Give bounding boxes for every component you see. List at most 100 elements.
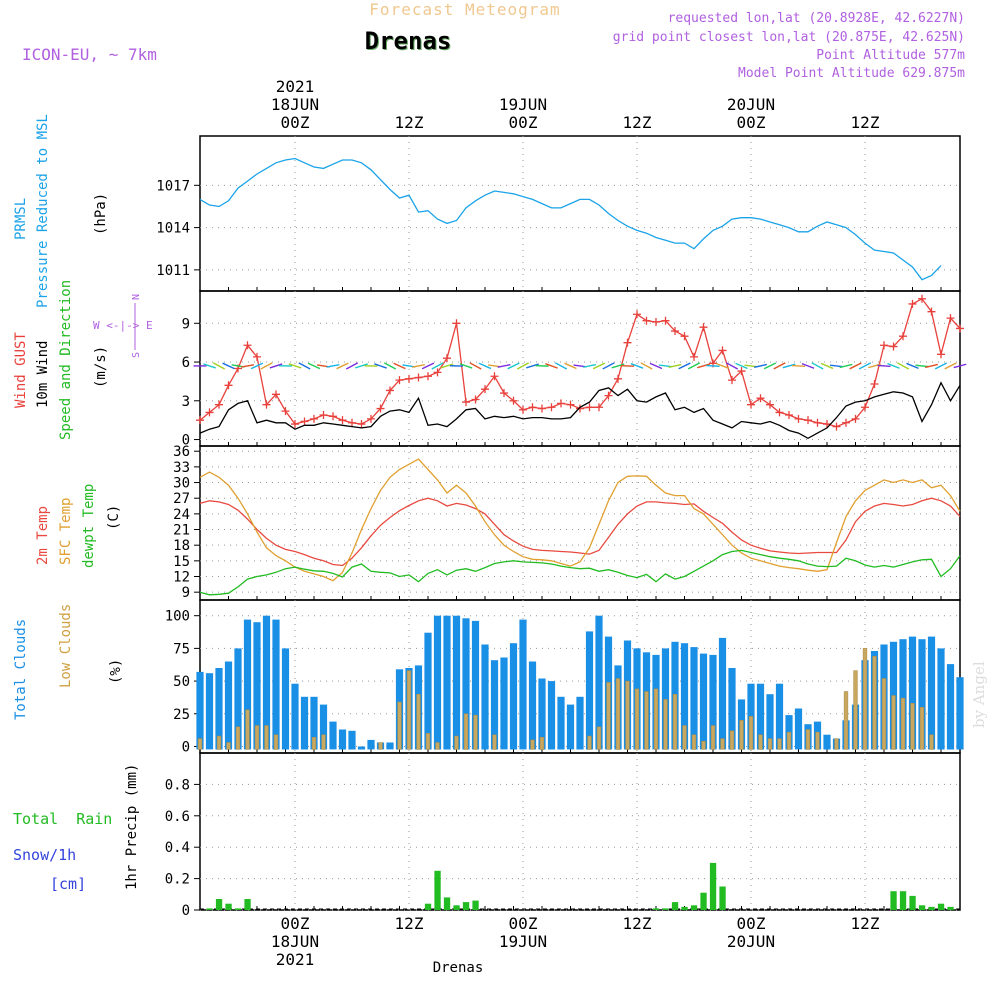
temperature-ytick-label: 15 [173, 554, 190, 570]
pressure-frame [199, 135, 961, 292]
wind-unit: (m/s) [93, 346, 109, 388]
wind-direction-arrow [849, 362, 862, 370]
total-clouds-bar [557, 696, 565, 750]
grid-point-label: grid point closest lon,lat (20.875E, 42.… [613, 30, 965, 45]
bottom-time-label: 20JUN [727, 932, 775, 951]
total-clouds-bar [462, 618, 470, 750]
low-clouds-bar [891, 695, 896, 750]
gust-marker [794, 414, 803, 423]
precipitation-ytick-label: 0.6 [165, 809, 190, 825]
temp-2m-label: 2m Temp [35, 506, 51, 565]
pressure-label-long: Pressure Reduced to MSL [35, 114, 51, 308]
total-clouds-bar [547, 681, 556, 750]
low-clouds-bar [587, 735, 592, 750]
total-clouds-bar [766, 694, 774, 750]
precipitation-ytick-label: 0.8 [165, 777, 190, 793]
total-clouds-bar [357, 746, 366, 750]
rain-bar [947, 906, 954, 910]
total-clouds-bar [699, 653, 708, 750]
total-clouds-bar [823, 734, 831, 750]
gust-marker [386, 386, 394, 395]
precipitation-panel: 0 0.2 0.4 0.6 0.8 [165, 752, 961, 919]
rain-bar [453, 905, 460, 910]
wind-direction-arrow [725, 362, 739, 370]
wind-direction-arrow [640, 362, 653, 370]
wind-direction-arrow [545, 363, 558, 369]
total-clouds-bar [946, 664, 955, 750]
rain-bar [690, 905, 698, 910]
gust-marker [281, 407, 290, 416]
total-clouds-bar [424, 632, 432, 750]
wind-direction-arrow [668, 363, 682, 368]
gust-marker [680, 332, 689, 341]
bottom-time-label: 19JUN [499, 932, 547, 951]
wind-ytick-label: 9 [182, 316, 190, 332]
compass-we: W <-|-> E [93, 319, 153, 332]
wind-direction-arrow [374, 363, 387, 369]
pressure-ytick-label: 1011 [156, 263, 190, 279]
low-clouds-bar [435, 742, 440, 750]
top-time-label: 12Z [851, 113, 880, 132]
gust-marker [272, 390, 280, 399]
low-clouds-label: Low Clouds [58, 604, 74, 688]
wind-direction-arrow [336, 362, 349, 370]
low-clouds-bar [701, 740, 706, 750]
gust-marker [614, 374, 622, 383]
total-clouds-bar [585, 631, 594, 750]
wind-direction-arrow [526, 363, 539, 369]
wind-direction-arrow [868, 363, 881, 369]
gust-marker [414, 373, 423, 382]
wind-direction-arrow [240, 364, 255, 368]
wind-direction-arrow [887, 362, 900, 369]
low-clouds-bar [264, 725, 269, 750]
wind-direction-arrow [811, 362, 824, 370]
total-clouds-bar [908, 636, 917, 750]
low-clouds-bar [919, 706, 925, 750]
rain-bar [937, 903, 945, 910]
total-clouds-bar [300, 696, 309, 750]
wind-gust-label: Wind GUST [13, 332, 29, 408]
wind-direction-arrow [326, 364, 340, 368]
clouds-panel: 0 25 50 75 100 [165, 599, 964, 755]
gust-marker [395, 376, 404, 385]
wind-direction-arrow [820, 362, 834, 370]
gust-marker [585, 403, 594, 412]
pressure-panel: 1011 1014 1017 [156, 135, 961, 292]
temperature-ytick-label: 12 [173, 570, 190, 586]
low-clouds-bar [321, 734, 326, 750]
gust-marker [870, 380, 879, 388]
precipitation-ytick-label: 0.2 [165, 872, 190, 888]
temp-unit: (C) [106, 505, 122, 530]
low-clouds-bar [197, 738, 203, 750]
gust-marker [728, 376, 736, 385]
wind-direction-arrow [735, 362, 748, 370]
low-clouds-bar [910, 703, 915, 750]
wind-direction-arrow [554, 362, 568, 370]
wind-direction-arrow [507, 362, 520, 370]
total-clouds-bar [756, 683, 765, 750]
gust-marker [766, 400, 774, 409]
wind-direction-arrow [478, 362, 492, 370]
wind-direction-arrow [773, 362, 786, 370]
temperature-ytick-label: 21 [173, 523, 190, 539]
total-clouds-label: Total Clouds [13, 619, 29, 720]
total-clouds-bar [509, 643, 518, 750]
wind-direction-arrow [763, 362, 777, 370]
bottom-time-label: 2021 [276, 950, 315, 969]
low-clouds-bar [720, 738, 725, 750]
total-clouds-bar [566, 704, 575, 750]
gust-marker [196, 416, 204, 425]
wind-direction-arrow [877, 364, 891, 368]
total-clouds-bar [775, 683, 784, 750]
rain-bar [909, 895, 916, 910]
wind-direction-arrow [383, 362, 397, 370]
gust-marker [604, 391, 613, 400]
gust-marker [557, 399, 565, 408]
top-time-label: 18JUN [271, 95, 319, 114]
total-clouds-bar [262, 615, 271, 750]
total-clouds-bar [538, 678, 546, 750]
wind-direction-arrow [934, 362, 948, 370]
dewpt-temp-line [199, 549, 961, 596]
